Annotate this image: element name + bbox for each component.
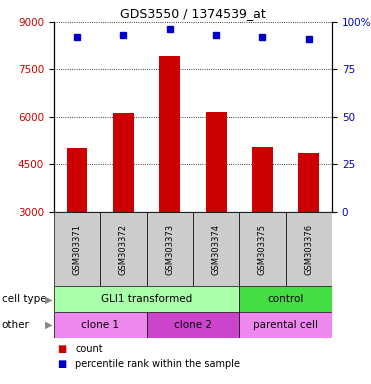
Text: GLI1 transformed: GLI1 transformed — [101, 294, 192, 305]
Text: clone 2: clone 2 — [174, 320, 212, 330]
Bar — [147, 212, 193, 286]
Text: ▶: ▶ — [45, 294, 52, 305]
Bar — [286, 212, 332, 286]
Bar — [298, 153, 319, 212]
Bar — [113, 113, 134, 212]
Title: GDS3550 / 1374539_at: GDS3550 / 1374539_at — [120, 7, 266, 20]
Text: cell type: cell type — [2, 294, 46, 305]
Bar — [239, 312, 332, 338]
Text: percentile rank within the sample: percentile rank within the sample — [75, 359, 240, 369]
Bar — [100, 212, 147, 286]
Text: GSM303374: GSM303374 — [211, 223, 221, 275]
Bar — [54, 212, 100, 286]
Text: count: count — [75, 344, 103, 354]
Bar — [239, 212, 286, 286]
Text: other: other — [2, 320, 30, 330]
Text: control: control — [267, 294, 304, 305]
Text: GSM303372: GSM303372 — [119, 223, 128, 275]
Bar — [54, 312, 147, 338]
Bar — [193, 212, 239, 286]
Bar — [66, 148, 88, 212]
Bar — [147, 312, 239, 338]
Text: ▶: ▶ — [45, 320, 52, 330]
Bar — [239, 286, 332, 312]
Text: GSM303375: GSM303375 — [258, 223, 267, 275]
Bar — [159, 56, 180, 212]
Text: GSM303373: GSM303373 — [165, 223, 174, 275]
Bar — [206, 112, 227, 212]
Bar — [252, 147, 273, 212]
Text: clone 1: clone 1 — [81, 320, 119, 330]
Text: ■: ■ — [58, 344, 67, 354]
Bar — [54, 286, 239, 312]
Text: parental cell: parental cell — [253, 320, 318, 330]
Text: ■: ■ — [58, 359, 67, 369]
Text: GSM303371: GSM303371 — [72, 223, 82, 275]
Text: GSM303376: GSM303376 — [304, 223, 313, 275]
